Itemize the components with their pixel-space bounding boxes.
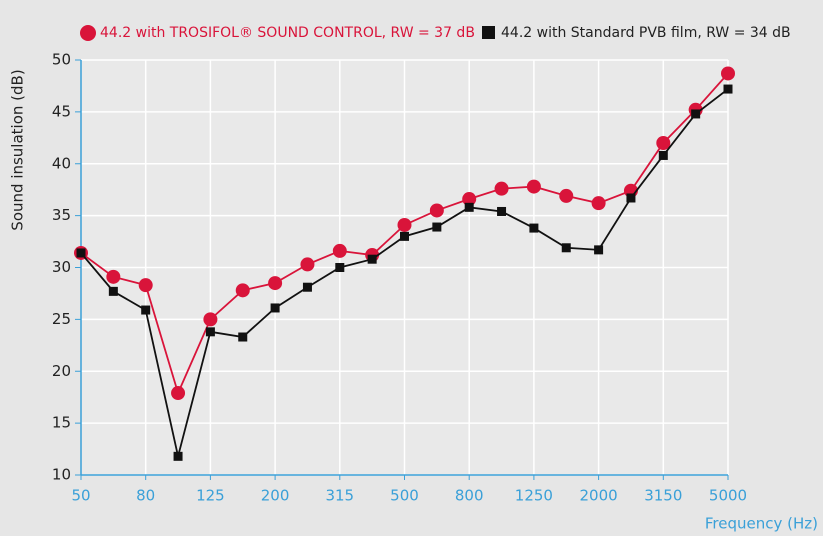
point <box>397 217 412 232</box>
x-tick-label: 1250 <box>515 487 553 505</box>
point <box>141 305 151 315</box>
point <box>691 109 701 119</box>
y-tick-label: 45 <box>52 102 71 120</box>
point <box>494 181 509 196</box>
x-tick-label: 80 <box>136 487 155 505</box>
x-tick-label: 125 <box>196 487 225 505</box>
y-axis-title: Sound insulation (dB) <box>9 69 27 230</box>
point <box>171 386 186 401</box>
x-tick-label: 200 <box>261 487 290 505</box>
point <box>138 278 153 293</box>
point <box>76 248 86 258</box>
point <box>335 263 345 272</box>
point <box>173 451 183 461</box>
point <box>300 257 315 272</box>
point <box>462 192 477 207</box>
point <box>591 196 606 211</box>
y-tick-label: 25 <box>52 310 71 328</box>
point <box>594 245 604 255</box>
point <box>270 303 280 313</box>
y-tick-label: 50 <box>52 51 71 69</box>
point <box>205 327 215 337</box>
point <box>497 206 507 216</box>
x-tick-label: 2000 <box>580 487 618 505</box>
point <box>526 179 541 194</box>
x-axis-title: Frequency (Hz) <box>705 515 818 533</box>
x-tick-label: 3150 <box>644 487 682 505</box>
point <box>561 243 571 253</box>
x-tick-label: 500 <box>390 487 419 505</box>
point <box>332 243 347 258</box>
y-tick-label: 35 <box>52 206 71 224</box>
point <box>658 150 668 160</box>
point <box>559 188 574 203</box>
point <box>367 254 377 264</box>
x-tick-label: 5000 <box>709 487 747 505</box>
legend-label: 44.2 with TROSIFOL® SOUND CONTROL, RW = … <box>100 25 475 41</box>
y-tick-label: 10 <box>52 466 71 484</box>
y-tick-label: 15 <box>52 414 71 432</box>
point <box>268 276 283 291</box>
point <box>721 66 735 81</box>
point <box>723 84 733 94</box>
point <box>108 286 118 296</box>
point <box>203 312 218 327</box>
x-tick-label: 800 <box>455 487 484 505</box>
point <box>529 223 539 233</box>
point <box>106 269 121 284</box>
legend-marker <box>482 26 495 39</box>
point <box>432 222 442 232</box>
x-tick-label: 50 <box>71 487 90 505</box>
point <box>238 332 248 342</box>
x-tick-label: 315 <box>325 487 354 505</box>
y-tick-label: 30 <box>52 258 71 276</box>
point <box>464 202 474 212</box>
point <box>400 231 409 241</box>
point <box>656 136 671 150</box>
legend-marker <box>80 25 96 41</box>
point <box>302 282 312 292</box>
point <box>235 283 250 298</box>
y-tick-label: 40 <box>52 154 71 172</box>
point <box>626 193 636 203</box>
legend-label: 44.2 with Standard PVB film, RW = 34 dB <box>501 25 791 41</box>
y-tick-label: 20 <box>52 362 71 380</box>
point <box>429 203 444 218</box>
